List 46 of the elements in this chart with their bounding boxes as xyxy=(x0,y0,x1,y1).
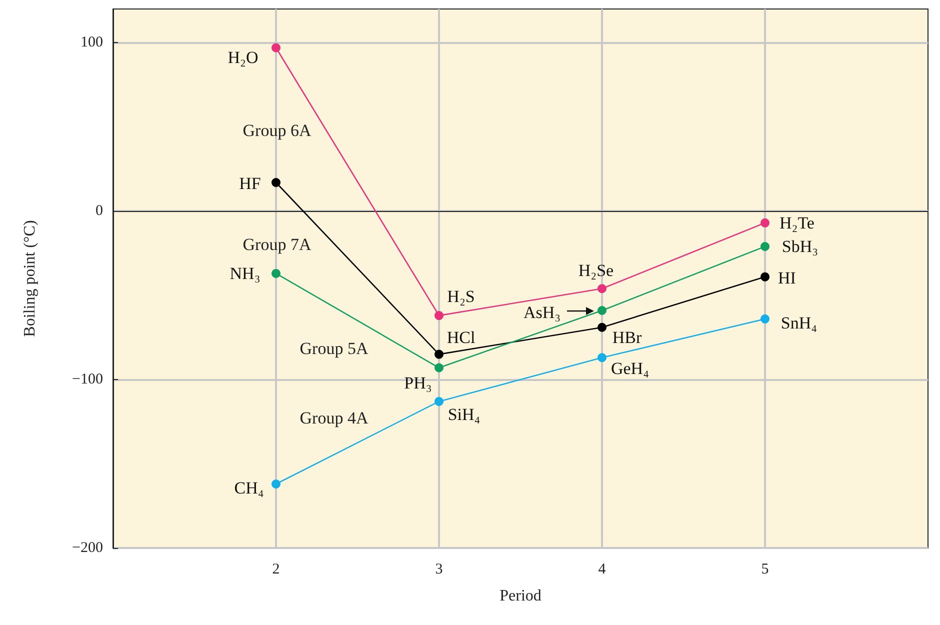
series-label: Group 6A xyxy=(242,121,312,140)
point xyxy=(434,311,444,320)
point xyxy=(598,284,606,294)
y-tick-label: −100 xyxy=(72,372,103,388)
point xyxy=(598,353,606,362)
annotation: GeH₄ xyxy=(610,359,650,378)
annotation: H₂Se xyxy=(578,261,614,280)
annotation: SbH₃ xyxy=(782,236,818,256)
series-label: Group 7A xyxy=(242,234,312,254)
annotation: HCl xyxy=(446,328,476,347)
x-tick-label: 4 xyxy=(598,562,606,578)
point xyxy=(760,272,770,282)
annotation: CH₄ xyxy=(234,478,264,498)
annotation: AsH₃ xyxy=(523,303,561,322)
annotation: HI xyxy=(778,268,796,288)
y-tick-label: 0 xyxy=(96,203,103,220)
point xyxy=(272,178,280,187)
annotation: H₂O xyxy=(228,48,258,68)
series-label: Group 5A xyxy=(300,338,369,358)
point xyxy=(760,314,770,324)
x-tick-label: 3 xyxy=(435,562,443,578)
point xyxy=(434,350,444,359)
annotation: SiH₄ xyxy=(448,404,480,424)
annotation: PH₃ xyxy=(404,373,432,392)
point xyxy=(434,396,444,406)
y-tick-label: 100 xyxy=(80,34,103,51)
x-tick-label: 2 xyxy=(272,562,280,578)
y-tick-label: −200 xyxy=(72,540,103,556)
point xyxy=(760,242,770,251)
y-axis-title: Boiling point (°C) xyxy=(22,220,38,337)
point xyxy=(598,306,606,315)
point xyxy=(760,218,770,228)
x-axis-title: Period xyxy=(500,588,542,604)
annotation: HBr xyxy=(612,328,642,347)
point xyxy=(598,322,606,332)
point xyxy=(272,268,280,278)
annotation: SnH₄ xyxy=(780,313,818,332)
annotation: HF xyxy=(239,174,261,193)
point xyxy=(272,479,280,488)
point xyxy=(434,363,444,372)
annotation: H₂Te xyxy=(780,213,814,232)
point xyxy=(272,43,280,52)
x-tick-label: 5 xyxy=(761,562,769,578)
series-label: Group 4A xyxy=(300,408,369,428)
annotation: NH₃ xyxy=(230,264,260,283)
annotation: H₂S xyxy=(447,287,475,306)
